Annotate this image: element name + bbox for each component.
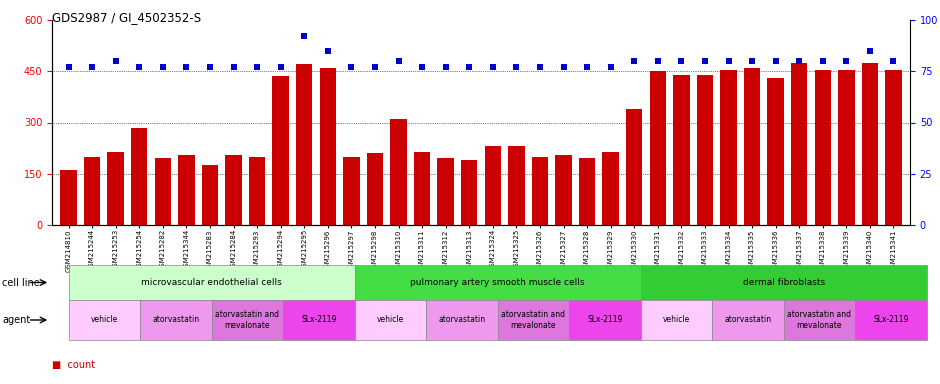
Text: vehicle: vehicle xyxy=(91,316,118,324)
Bar xyxy=(154,158,171,225)
Point xyxy=(791,58,807,64)
Bar xyxy=(650,71,666,225)
Text: microvascular endothelial cells: microvascular endothelial cells xyxy=(141,278,282,287)
Bar xyxy=(673,74,690,225)
Point xyxy=(697,58,713,64)
Point xyxy=(744,58,760,64)
Point xyxy=(462,64,477,70)
Text: SLx-2119: SLx-2119 xyxy=(301,316,337,324)
Bar xyxy=(178,155,195,225)
Bar xyxy=(414,152,431,225)
Point xyxy=(838,58,854,64)
Bar xyxy=(862,63,878,225)
Text: vehicle: vehicle xyxy=(377,316,404,324)
Point xyxy=(768,58,783,64)
Bar xyxy=(367,153,384,225)
Text: atorvastatin: atorvastatin xyxy=(152,316,199,324)
Text: dermal fibroblasts: dermal fibroblasts xyxy=(743,278,824,287)
Point xyxy=(580,64,595,70)
Bar xyxy=(815,70,831,225)
Point xyxy=(85,64,100,70)
Text: pulmonary artery smooth muscle cells: pulmonary artery smooth muscle cells xyxy=(411,278,585,287)
Bar xyxy=(556,155,572,225)
Bar xyxy=(603,152,619,225)
Point xyxy=(108,58,123,64)
Point xyxy=(532,64,547,70)
Point xyxy=(391,58,406,64)
Point xyxy=(509,64,524,70)
Bar xyxy=(60,170,77,225)
Bar xyxy=(532,157,548,225)
Point xyxy=(815,58,830,64)
Text: atorvastatin and
mevalonate: atorvastatin and mevalonate xyxy=(788,310,852,330)
Bar xyxy=(838,70,854,225)
Bar xyxy=(437,158,454,225)
Bar xyxy=(84,157,101,225)
Bar xyxy=(390,119,407,225)
Point xyxy=(274,64,289,70)
Bar xyxy=(296,65,312,225)
Point xyxy=(603,64,619,70)
Bar xyxy=(273,76,289,225)
Point xyxy=(297,33,312,40)
Point xyxy=(249,64,264,70)
Point xyxy=(202,64,217,70)
Text: atorvastatin: atorvastatin xyxy=(438,316,485,324)
Bar xyxy=(249,157,265,225)
Point xyxy=(415,64,430,70)
Point xyxy=(226,64,241,70)
Bar xyxy=(744,68,760,225)
Point xyxy=(886,58,901,64)
Bar xyxy=(626,109,642,225)
Bar xyxy=(343,157,360,225)
Bar xyxy=(885,70,901,225)
Bar xyxy=(720,70,737,225)
Point xyxy=(556,64,571,70)
Text: ■  count: ■ count xyxy=(52,360,95,370)
Bar xyxy=(131,127,148,225)
Point xyxy=(368,64,383,70)
Bar xyxy=(107,152,124,225)
Point xyxy=(485,64,500,70)
Text: cell line: cell line xyxy=(2,278,39,288)
Text: SLx-2119: SLx-2119 xyxy=(588,316,622,324)
Text: atorvastatin: atorvastatin xyxy=(725,316,772,324)
Point xyxy=(61,64,76,70)
Point xyxy=(650,58,666,64)
Bar xyxy=(509,146,525,225)
Point xyxy=(321,48,336,54)
Point xyxy=(155,64,170,70)
Point xyxy=(674,58,689,64)
Point xyxy=(721,58,736,64)
Bar xyxy=(226,155,242,225)
Bar xyxy=(579,158,595,225)
Text: GDS2987 / GI_4502352-S: GDS2987 / GI_4502352-S xyxy=(52,12,201,25)
Bar xyxy=(767,78,784,225)
Text: atorvastatin and
mevalonate: atorvastatin and mevalonate xyxy=(501,310,566,330)
Bar xyxy=(320,68,336,225)
Bar xyxy=(484,146,501,225)
Text: atorvastatin and
mevalonate: atorvastatin and mevalonate xyxy=(215,310,279,330)
Point xyxy=(862,48,877,54)
Point xyxy=(344,64,359,70)
Point xyxy=(627,58,642,64)
Text: agent: agent xyxy=(2,315,30,325)
Bar xyxy=(697,74,713,225)
Point xyxy=(132,64,147,70)
Bar xyxy=(202,165,218,225)
Text: vehicle: vehicle xyxy=(663,316,690,324)
Text: SLx-2119: SLx-2119 xyxy=(873,316,909,324)
Bar xyxy=(461,160,478,225)
Bar xyxy=(791,63,807,225)
Point xyxy=(179,64,194,70)
Point xyxy=(438,64,453,70)
